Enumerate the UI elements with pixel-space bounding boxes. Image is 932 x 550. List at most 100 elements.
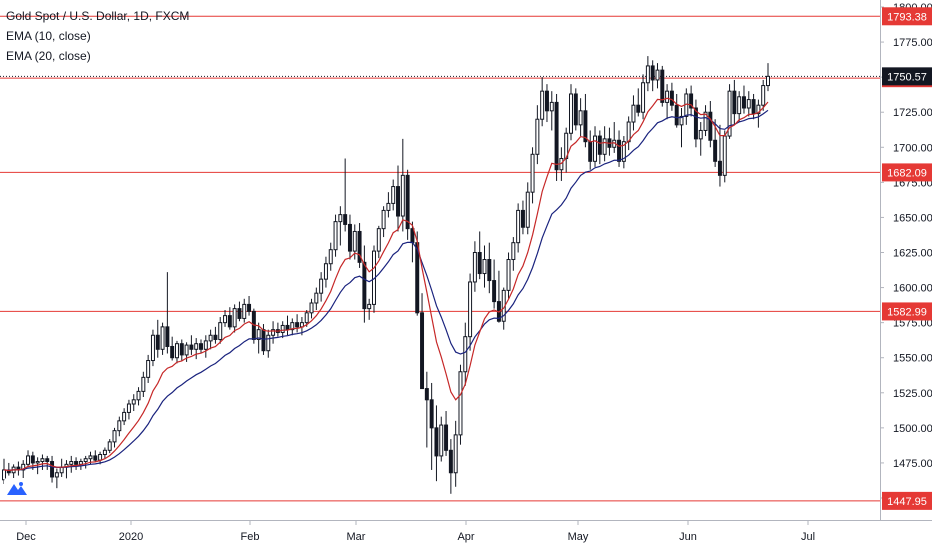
candle-body[interactable] xyxy=(444,424,449,451)
candle-body[interactable] xyxy=(194,343,199,350)
candle-body[interactable] xyxy=(333,221,338,251)
candle-body[interactable] xyxy=(69,461,74,465)
candle-body[interactable] xyxy=(160,326,165,350)
candle-body[interactable] xyxy=(247,303,252,312)
candle-body[interactable] xyxy=(146,360,151,378)
candle-body[interactable] xyxy=(213,334,218,340)
candle-body[interactable] xyxy=(122,411,127,422)
candle-body[interactable] xyxy=(280,324,285,333)
candle-body[interactable] xyxy=(650,65,655,81)
candle-body[interactable] xyxy=(477,252,482,275)
candle-body[interactable] xyxy=(199,343,203,350)
candle-body[interactable] xyxy=(448,449,453,474)
candle-body[interactable] xyxy=(737,96,742,115)
candle-body[interactable] xyxy=(126,403,131,413)
candle-body[interactable] xyxy=(722,135,727,176)
candle-body[interactable] xyxy=(583,110,588,143)
candle-body[interactable] xyxy=(693,107,698,140)
candle-body[interactable] xyxy=(107,441,112,451)
candle-body[interactable] xyxy=(741,96,746,109)
candle-body[interactable] xyxy=(40,458,45,463)
candle-body[interactable] xyxy=(150,334,155,362)
candle-body[interactable] xyxy=(347,223,352,252)
candle-body[interactable] xyxy=(309,302,314,314)
candle-body[interactable] xyxy=(136,390,141,401)
candle-body[interactable] xyxy=(506,259,511,291)
candle-body[interactable] xyxy=(525,191,530,228)
candle-body[interactable] xyxy=(429,399,434,429)
candle-body[interactable] xyxy=(237,308,242,319)
candle-body[interactable] xyxy=(569,93,573,134)
candle-body[interactable] xyxy=(424,388,429,401)
candle-body[interactable] xyxy=(98,454,103,461)
candle-body[interactable] xyxy=(386,202,391,211)
candle-body[interactable] xyxy=(266,334,271,352)
legend-ema10[interactable]: EMA (10, close) xyxy=(6,29,91,43)
candle-body[interactable] xyxy=(362,261,367,310)
candle-body[interactable] xyxy=(93,455,98,461)
candle-body[interactable] xyxy=(727,90,732,137)
candle-body[interactable] xyxy=(482,259,487,275)
candle-body[interactable] xyxy=(304,312,309,324)
candle-body[interactable] xyxy=(602,138,607,155)
candle-body[interactable] xyxy=(218,322,223,340)
candle-body[interactable] xyxy=(242,303,247,319)
candle-body[interactable] xyxy=(665,90,670,103)
candle-body[interactable] xyxy=(184,344,189,356)
candle-body[interactable] xyxy=(732,90,737,115)
candle-body[interactable] xyxy=(420,312,425,390)
candle-body[interactable] xyxy=(463,336,468,373)
candle-body[interactable] xyxy=(511,242,516,261)
candle-body[interactable] xyxy=(544,90,549,112)
ema20-line[interactable] xyxy=(3,109,769,471)
candle-body[interactable] xyxy=(549,101,554,112)
candle-body[interactable] xyxy=(189,344,194,350)
candle-body[interactable] xyxy=(621,141,626,162)
candle-body[interactable] xyxy=(314,292,319,304)
candle-body[interactable] xyxy=(679,115,684,126)
candle-body[interactable] xyxy=(660,69,665,103)
candle-body[interactable] xyxy=(170,345,175,359)
candle-body[interactable] xyxy=(641,82,646,113)
candle-body[interactable] xyxy=(117,420,122,432)
candle-body[interactable] xyxy=(636,104,641,113)
candle-body[interactable] xyxy=(400,174,405,217)
candle-body[interactable] xyxy=(626,121,631,143)
candle-body[interactable] xyxy=(338,214,343,223)
candle-body[interactable] xyxy=(74,461,79,465)
candle-body[interactable] xyxy=(256,329,261,340)
candle-body[interactable] xyxy=(285,324,290,331)
candle-body[interactable] xyxy=(631,104,636,123)
candle-body[interactable] xyxy=(391,186,396,204)
candle-body[interactable] xyxy=(357,230,362,263)
candle-body[interactable] xyxy=(50,461,55,478)
candle-body[interactable] xyxy=(655,69,660,81)
candle-body[interactable] xyxy=(405,174,410,230)
candle-body[interactable] xyxy=(703,111,708,131)
candle-body[interactable] xyxy=(290,322,295,331)
candle-body[interactable] xyxy=(45,458,50,463)
legend-ema20[interactable]: EMA (20, close) xyxy=(6,49,91,63)
candle-body[interactable] xyxy=(669,90,674,106)
candle-body[interactable] xyxy=(102,449,107,456)
candle-body[interactable] xyxy=(141,376,146,392)
candle-body[interactable] xyxy=(352,230,357,252)
candle-body[interactable] xyxy=(223,315,228,324)
candle-body[interactable] xyxy=(573,93,578,126)
candle-body[interactable] xyxy=(713,139,718,162)
candle-body[interactable] xyxy=(367,303,372,310)
candle-body[interactable] xyxy=(674,104,679,126)
time-axis[interactable]: Dec 2020 Feb Mar Apr May Jun Jul xyxy=(0,520,932,543)
candle-body[interactable] xyxy=(88,455,93,460)
candle-body[interactable] xyxy=(453,434,458,474)
candle-body[interactable] xyxy=(689,93,694,109)
ema10-line[interactable] xyxy=(3,97,769,472)
candle-body[interactable] xyxy=(295,322,300,328)
candle-body[interactable] xyxy=(227,315,232,328)
candle-body[interactable] xyxy=(35,461,40,464)
candle-body[interactable] xyxy=(83,458,88,463)
candle-body[interactable] xyxy=(323,263,328,280)
candle-body[interactable] xyxy=(261,329,266,352)
candle-body[interactable] xyxy=(26,455,31,465)
